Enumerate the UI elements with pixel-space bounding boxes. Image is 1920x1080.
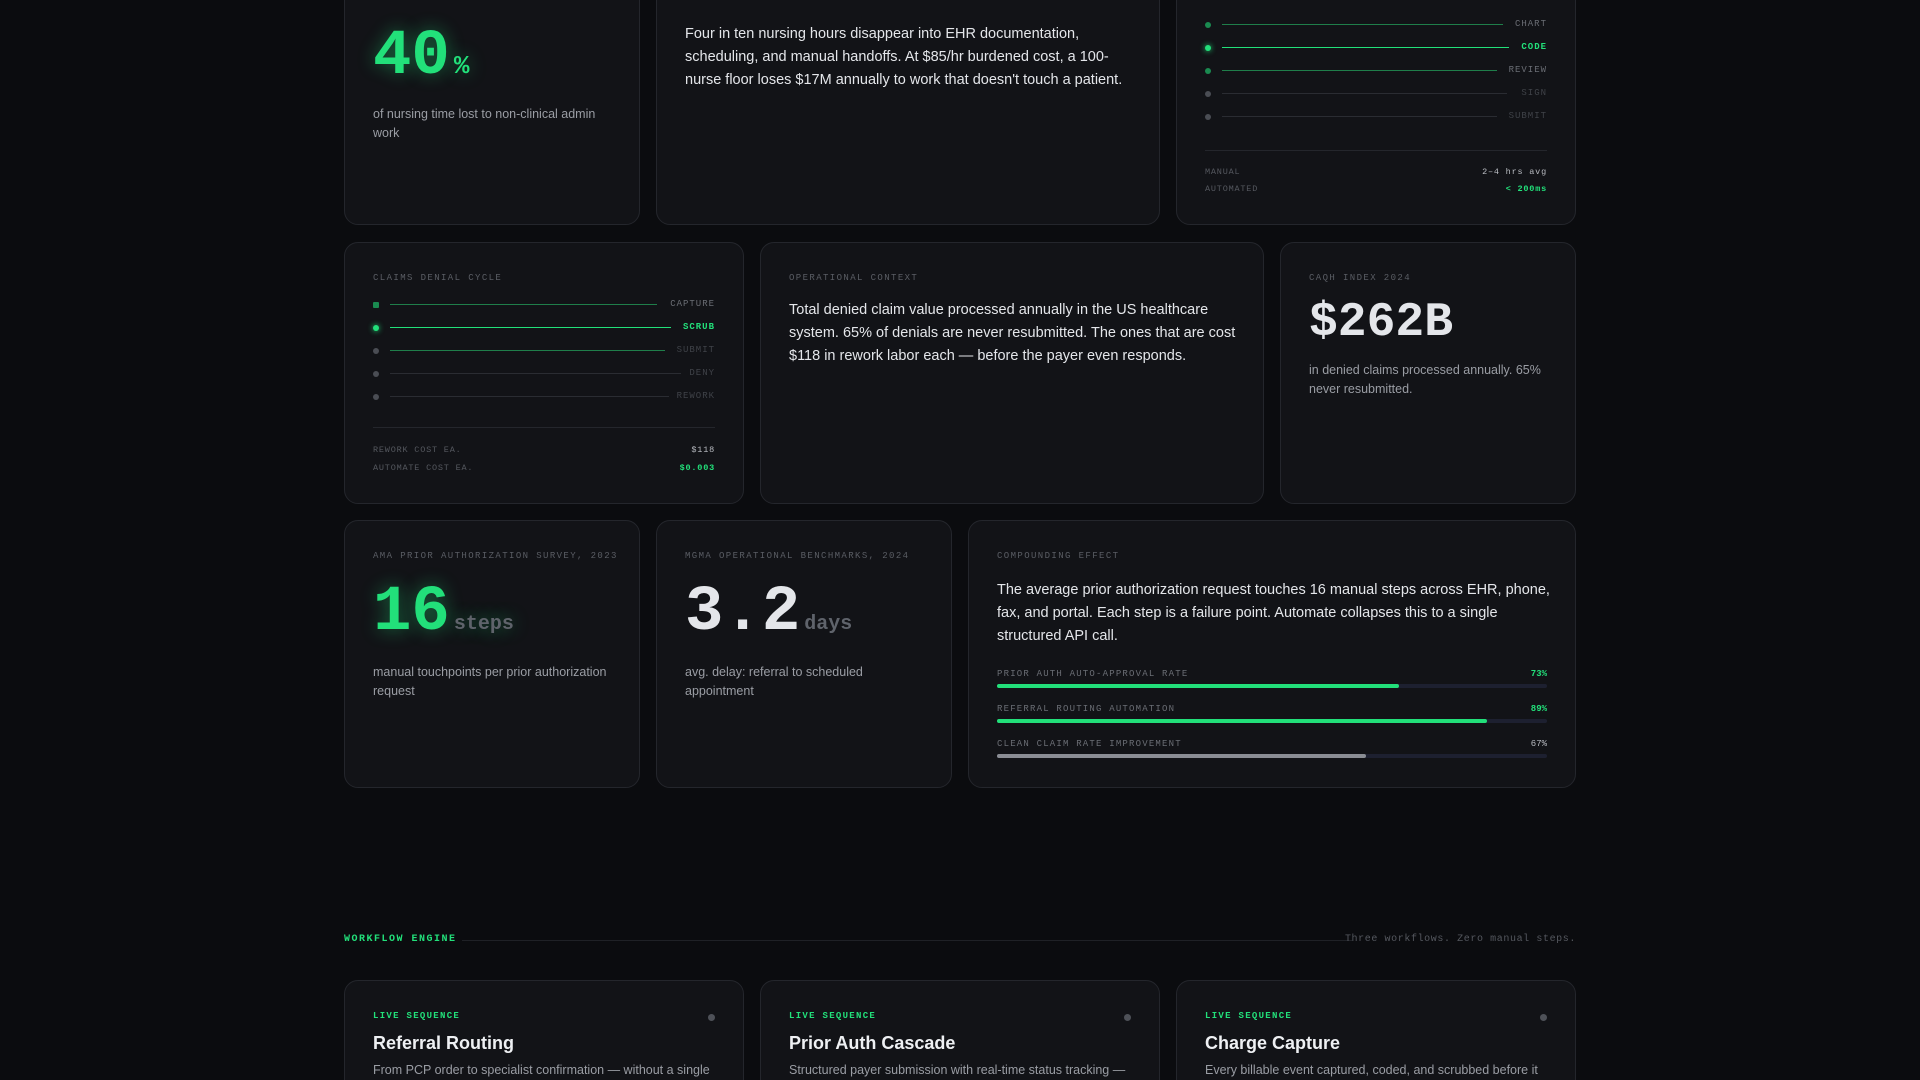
card-kicker: OPERATIONAL CONTEXT bbox=[789, 273, 919, 283]
stat-value: 40% bbox=[373, 21, 470, 93]
pipeline-step: SUBMIT bbox=[373, 345, 715, 357]
workflow-kicker: LIVE SEQUENCE bbox=[373, 1011, 461, 1021]
context-text: Four in ten nursing hours disappear into… bbox=[685, 26, 1123, 88]
pipeline-step: SUBMIT bbox=[1205, 111, 1547, 123]
claims-denial-cycle-card: CLAIMS DENIAL CYCLE CAPTURE SCRUB SUBMIT… bbox=[344, 242, 744, 504]
denied-claims-stat-card: CAQH INDEX 2024 $262B in denied claims p… bbox=[1280, 242, 1576, 504]
step-dot-icon bbox=[373, 371, 379, 377]
stat-value: 3.2 days bbox=[685, 577, 853, 649]
workflow-card-charge-capture[interactable]: LIVE SEQUENCE Charge Capture Every billa… bbox=[1176, 980, 1576, 1080]
metric-row: AUTOMATED < 200ms bbox=[1205, 184, 1547, 194]
step-dot-icon bbox=[373, 348, 379, 354]
workflow-card-referral-routing[interactable]: LIVE SEQUENCE Referral Routing From PCP … bbox=[344, 980, 744, 1080]
workflow-kicker: LIVE SEQUENCE bbox=[1205, 1011, 1293, 1021]
workflow-card-prior-auth-cascade[interactable]: LIVE SEQUENCE Prior Auth Cascade Structu… bbox=[760, 980, 1160, 1080]
card-kicker: CLAIMS DENIAL CYCLE bbox=[373, 273, 503, 283]
progress-fill bbox=[997, 719, 1487, 723]
card-kicker: MGMA OPERATIONAL BENCHMARKS, 2024 bbox=[685, 551, 910, 561]
nursing-time-stat-card: 40% of nursing time lost to non-clinical… bbox=[344, 0, 640, 225]
stat-value: $262B bbox=[1309, 296, 1454, 350]
stat-description: avg. delay: referral to scheduled appoin… bbox=[685, 665, 863, 698]
status-dot-icon bbox=[1124, 1014, 1131, 1021]
card-kicker: CAQH INDEX 2024 bbox=[1309, 273, 1412, 283]
context-text: The average prior authorization request … bbox=[997, 582, 1550, 644]
workflow-description: From PCP order to specialist confirmatio… bbox=[373, 1063, 710, 1077]
progress-bar-row: CLEAN CLAIM RATE IMPROVEMENT 67% bbox=[997, 739, 1547, 759]
stat-description: manual touchpoints per prior authorizati… bbox=[373, 665, 607, 698]
step-dot-icon bbox=[1205, 45, 1211, 51]
step-dot-icon bbox=[373, 325, 379, 331]
progress-bar-row: REFERRAL ROUTING AUTOMATION 89% bbox=[997, 704, 1547, 724]
pipeline-step: SCRUB bbox=[373, 322, 715, 334]
pipeline-step: DENY bbox=[373, 368, 715, 380]
section-tagline: Three workflows. Zero manual steps. bbox=[1344, 934, 1576, 945]
referral-delay-card: MGMA OPERATIONAL BENCHMARKS, 2024 3.2 day… bbox=[656, 520, 952, 788]
divider bbox=[373, 427, 715, 428]
progress-fill bbox=[997, 684, 1399, 688]
workflow-description: Every billable event captured, coded, an… bbox=[1205, 1063, 1538, 1077]
progress-bar-row: PRIOR AUTH AUTO-APPROVAL RATE 73% bbox=[997, 669, 1547, 689]
pipeline-step: CAPTURE bbox=[373, 299, 715, 311]
workflow-kicker: LIVE SEQUENCE bbox=[789, 1011, 877, 1021]
metric-row: REWORK COST EA. $118 bbox=[373, 445, 715, 455]
stat-unit: days bbox=[804, 613, 853, 636]
stat-description: in denied claims processed annually. 65%… bbox=[1309, 363, 1541, 396]
step-dot-icon bbox=[1205, 68, 1211, 74]
nursing-context-card: Four in ten nursing hours disappear into… bbox=[656, 0, 1160, 225]
section-label: WORKFLOW ENGINE bbox=[344, 934, 457, 945]
card-kicker: AMA PRIOR AUTHORIZATION SURVEY, 2023 bbox=[373, 551, 618, 561]
stat-value: 16 steps bbox=[373, 577, 514, 649]
progress-track bbox=[997, 684, 1547, 688]
progress-track bbox=[997, 754, 1547, 758]
workflow-description: Structured payer submission with real-ti… bbox=[789, 1063, 1126, 1077]
section-divider bbox=[462, 940, 1352, 941]
step-dot-icon bbox=[373, 394, 379, 400]
step-dot-icon bbox=[1205, 91, 1211, 97]
stat-description: of nursing time lost to non-clinical adm… bbox=[373, 107, 596, 140]
pipeline-step: CODE bbox=[1205, 42, 1547, 54]
workflow-title: Referral Routing bbox=[373, 1033, 515, 1053]
pipeline-step: CHART bbox=[1205, 19, 1547, 31]
prior-auth-steps-card: AMA PRIOR AUTHORIZATION SURVEY, 2023 16 s… bbox=[344, 520, 640, 788]
step-dot-icon bbox=[1205, 22, 1211, 28]
pipeline-step: SIGN bbox=[1205, 88, 1547, 100]
pipeline-step: REWORK bbox=[373, 391, 715, 403]
card-kicker: COMPOUNDING EFFECT bbox=[997, 551, 1120, 561]
stat-unit: steps bbox=[453, 613, 514, 636]
metric-row: MANUAL 2–4 hrs avg bbox=[1205, 167, 1547, 177]
step-dot-icon bbox=[1205, 114, 1211, 120]
workflow-title: Prior Auth Cascade bbox=[789, 1033, 956, 1053]
progress-track bbox=[997, 719, 1547, 723]
status-dot-icon bbox=[1540, 1014, 1547, 1021]
context-text: Total denied claim value processed annua… bbox=[789, 302, 1236, 364]
operational-context-card: OPERATIONAL CONTEXT Total denied claim v… bbox=[760, 242, 1264, 504]
step-dot-icon bbox=[373, 302, 379, 308]
divider bbox=[1205, 150, 1547, 151]
pipeline-step: REVIEW bbox=[1205, 65, 1547, 77]
compounding-effect-card: COMPOUNDING EFFECT The average prior aut… bbox=[968, 520, 1576, 788]
workflow-title: Charge Capture bbox=[1205, 1033, 1341, 1053]
status-dot-icon bbox=[708, 1014, 715, 1021]
documentation-pipeline-card: CHART CODE REVIEW SIGN SUBMIT MANUAL 2–4 … bbox=[1176, 0, 1576, 225]
stat-unit: % bbox=[453, 51, 470, 81]
metric-row: AUTOMATE COST EA. $0.003 bbox=[373, 463, 715, 473]
progress-fill bbox=[997, 754, 1366, 758]
